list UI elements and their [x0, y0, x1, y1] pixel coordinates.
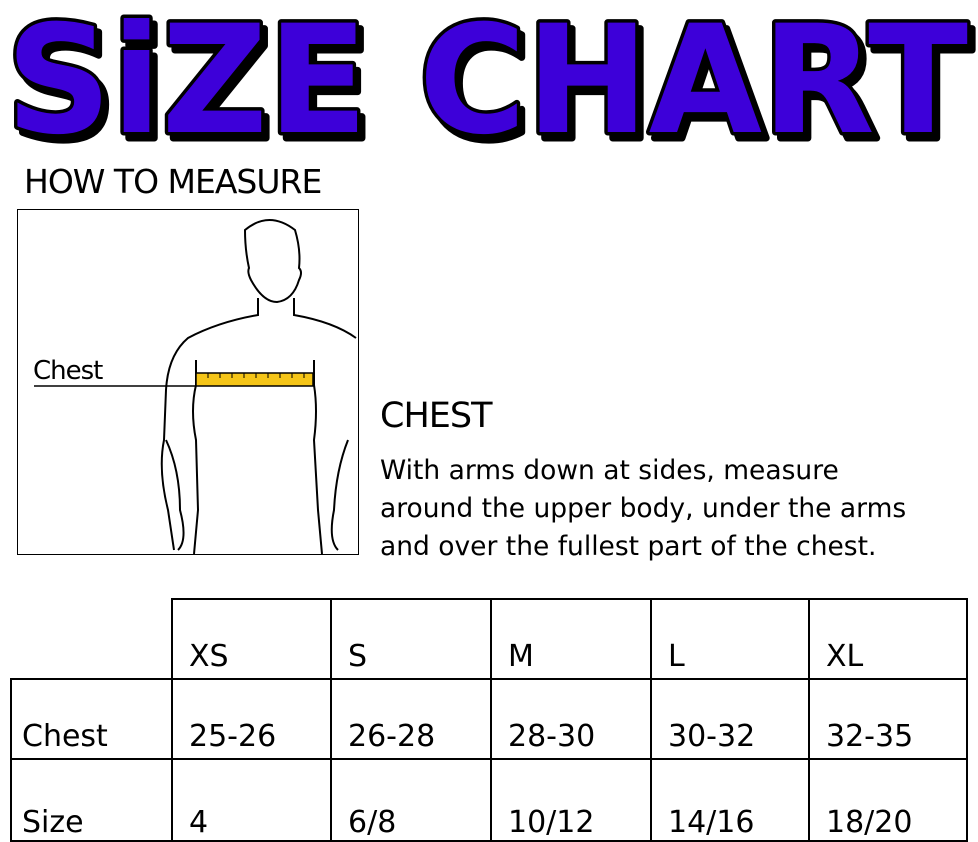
chest-m: 28-30	[490, 678, 652, 760]
header-m: M	[490, 598, 652, 680]
size-s: 6/8	[330, 758, 492, 842]
chest-instructions: With arms down at sides, measure around …	[380, 452, 978, 566]
chest-heading: CHEST	[380, 396, 492, 436]
chest-xl: 32-35	[808, 678, 968, 760]
title-text: SiZE CHART	[6, 0, 968, 150]
instruction-line: With arms down at sides, measure	[380, 455, 839, 486]
figure-chest-label: Chest	[33, 356, 103, 386]
how-to-measure-heading: HOW TO MEASURE	[24, 162, 322, 201]
header-s: S	[330, 598, 492, 680]
row-label-size: Size	[10, 758, 173, 842]
chest-xs: 25-26	[171, 678, 332, 760]
row-label-chest: Chest	[10, 678, 173, 760]
instruction-line: around the upper body, under the arms	[380, 493, 907, 524]
chest-s: 26-28	[330, 678, 492, 760]
size-chart-logo: SiZE CHART	[3, 0, 972, 150]
measuring-tape-icon	[195, 372, 314, 387]
header-xs: XS	[171, 598, 332, 680]
size-xs: 4	[171, 758, 332, 842]
measure-figure: Chest	[17, 209, 359, 555]
size-l: 14/16	[650, 758, 810, 842]
header-xl: XL	[808, 598, 968, 680]
size-m: 10/12	[490, 758, 652, 842]
header-l: L	[650, 598, 810, 680]
size-xl: 18/20	[808, 758, 968, 842]
body-silhouette-icon	[160, 219, 357, 555]
chest-l: 30-32	[650, 678, 810, 760]
instruction-line: and over the fullest part of the chest.	[380, 531, 877, 562]
